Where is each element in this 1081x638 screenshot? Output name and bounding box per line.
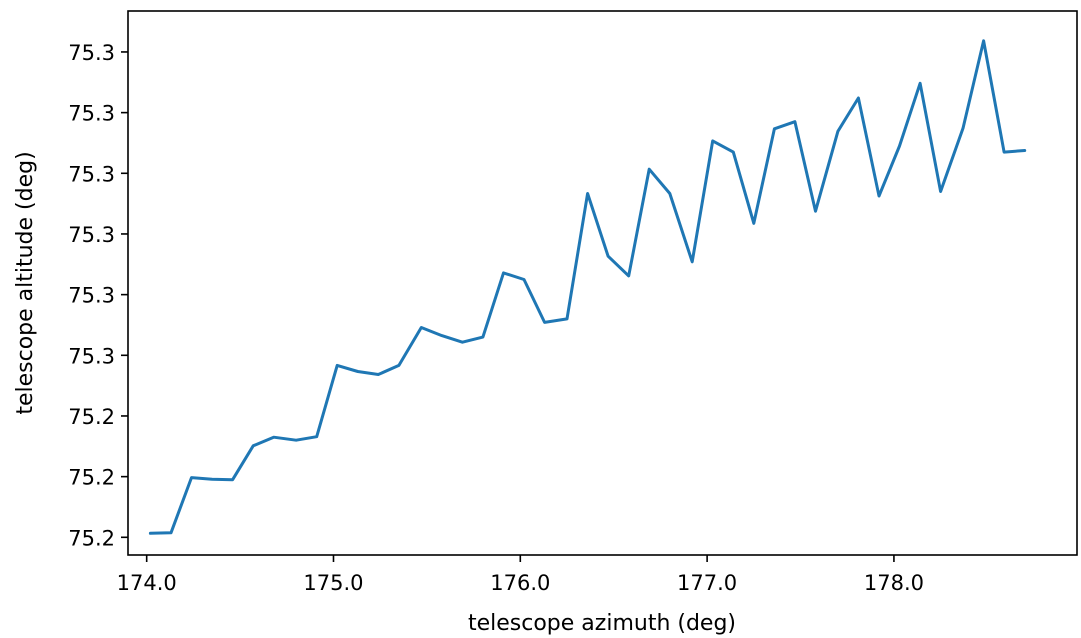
x-axis-label: telescope azimuth (deg) xyxy=(468,611,736,636)
plot-frame xyxy=(127,10,1078,556)
x-tick-label: 178.0 xyxy=(864,571,924,595)
x-tick-label: 174.0 xyxy=(117,571,177,595)
y-tick-label: 75.3 xyxy=(68,162,115,186)
x-axis-ticks: 174.0 175.0 176.0 177.0 178.0 xyxy=(117,555,924,595)
x-tick-label: 176.0 xyxy=(490,571,550,595)
x-tick-label: 175.0 xyxy=(303,571,363,595)
plot-area xyxy=(128,11,1077,555)
y-tick-label: 75.2 xyxy=(68,526,115,550)
y-tick-label: 75.3 xyxy=(68,102,115,126)
series-line xyxy=(148,39,1027,535)
y-axis-label: telescope altitude (deg) xyxy=(13,151,38,414)
y-tick-label: 75.3 xyxy=(68,41,115,65)
x-tick-label: 177.0 xyxy=(677,571,737,595)
y-tick-label: 75.3 xyxy=(68,284,115,308)
y-axis-ticks: 75.2 75.2 75.2 75.3 75.3 75.3 75.3 75.3 75.3 xyxy=(68,41,128,550)
y-tick-label: 75.2 xyxy=(68,466,115,490)
y-tick-label: 75.3 xyxy=(68,223,115,247)
y-tick-label: 75.2 xyxy=(68,405,115,429)
y-tick-label: 75.3 xyxy=(68,344,115,368)
